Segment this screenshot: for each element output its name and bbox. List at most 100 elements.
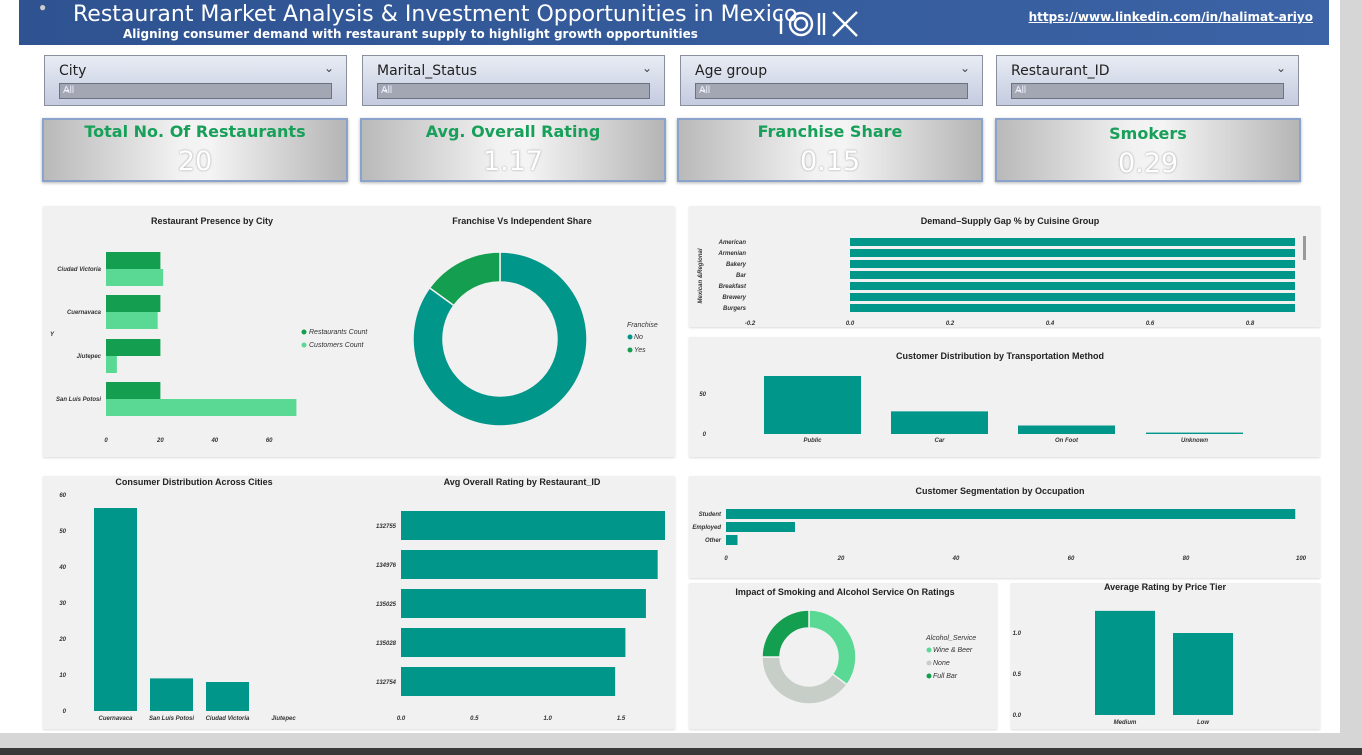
x-tick-label: 80 [1183, 556, 1190, 562]
chart-title: Customer Segmentation by Occupation [915, 486, 1085, 496]
y-tick-label: Armenian [717, 251, 746, 257]
kpi-value: 20 [177, 146, 213, 177]
y-tick-label: Employed [692, 525, 721, 531]
legend-label: Restaurants Count [309, 329, 368, 336]
slicer-value: All [1015, 85, 1027, 96]
legend-title: Franchise [627, 322, 658, 329]
x-tick-label: Jiutepec [271, 716, 296, 722]
chevron-down-icon[interactable]: ⌄ [1015, 84, 1024, 95]
occupation-bar [726, 522, 795, 532]
kpi-avg-rating: Avg. Overall Rating 1.17 [360, 118, 666, 182]
bar-restaurants [106, 339, 161, 356]
legend-marker [301, 329, 307, 335]
donut-slice [761, 609, 810, 658]
x-tick-label: 0.6 [1146, 321, 1155, 327]
chevron-down-icon[interactable]: ⌄ [63, 84, 72, 95]
x-tick-label: 0 [104, 438, 108, 444]
kpi-smokers: Smokers 0.29 [995, 118, 1301, 182]
slicer-label: Marital_Status [377, 63, 477, 79]
slicer-city[interactable]: City ⌄ All ⌄ [44, 55, 347, 106]
kpi-franchise-share: Franchise Share 0.15 [677, 118, 983, 182]
slicer-label: Restaurant_ID [1011, 63, 1110, 79]
transport-bar [1018, 425, 1115, 434]
slicer-value: All [699, 85, 711, 96]
y-tick-label: Brewery [722, 295, 746, 301]
slicer-dropdown[interactable]: All ⌄ [377, 83, 650, 99]
chevron-down-icon[interactable]: ⌄ [323, 61, 334, 75]
occupation-bar [726, 509, 1296, 519]
donut-slice [761, 656, 849, 705]
legend-label: None [933, 660, 950, 667]
y-tick-label: 50 [59, 529, 66, 535]
legend-label: Wine & Beer [933, 647, 973, 654]
bar-customers [106, 356, 117, 373]
y-tick-label: 0 [703, 432, 707, 438]
y-tick-label: 132754 [376, 680, 397, 686]
kpi-title: Franchise Share [757, 122, 903, 141]
legend-marker [301, 342, 307, 348]
bar-customers [106, 269, 164, 286]
legend-marker [627, 334, 633, 340]
y-tick-label: 135025 [376, 602, 397, 608]
slicer-value: All [381, 85, 393, 96]
chevron-down-icon[interactable]: ⌄ [641, 61, 652, 75]
y-axis-label: Mexican &Regional [698, 248, 704, 303]
y-tick-label: Jiutepec [77, 354, 102, 360]
x-tick-label: 1.5 [617, 716, 626, 722]
y-tick-label: 1.0 [1013, 631, 1022, 637]
y-tick-label: Breakfast [719, 284, 747, 290]
y-tick-label: San Luis Potosi [56, 397, 101, 403]
x-tick-label: 40 [210, 438, 218, 444]
y-tick-label: 20 [58, 637, 66, 643]
slicer-dropdown[interactable]: All ⌄ [59, 83, 332, 99]
scrollbar-thumb [1303, 236, 1306, 260]
x-tick-label: -0.2 [745, 321, 756, 327]
y-tick-label: 10 [59, 673, 66, 679]
x-tick-label: Low [1197, 720, 1209, 726]
y-tick-label: American [718, 240, 747, 246]
gap-bar [850, 282, 1295, 290]
x-tick-label: Car [934, 438, 945, 444]
slicer-dropdown[interactable]: All ⌄ [1011, 83, 1284, 99]
right-margin [1340, 0, 1362, 748]
slicer-restaurant-id[interactable]: Restaurant_ID ⌄ All ⌄ [996, 55, 1299, 106]
legend-marker [926, 647, 932, 653]
x-tick-label: 60 [1068, 556, 1075, 562]
x-tick-label: Unknown [1181, 438, 1208, 444]
legend-marker [627, 347, 633, 353]
page-subtitle: Aligning consumer demand with restaurant… [123, 27, 698, 41]
x-tick-label: 0.0 [846, 321, 855, 327]
consumer-bar [150, 678, 193, 711]
footer-bar [0, 748, 1362, 755]
y-tick-label: 134976 [376, 563, 397, 569]
legend-marker [926, 660, 932, 666]
chart-title: Impact of Smoking and Alcohol Service On… [735, 587, 955, 597]
legend-label: Customers Count [309, 342, 365, 349]
bar-customers [106, 312, 158, 329]
y-tick-label: 135028 [376, 641, 397, 647]
consumer-bar [206, 682, 249, 711]
y-tick-label: Burgers [723, 306, 747, 312]
legend-label: No [634, 334, 643, 341]
transport-bar [891, 411, 988, 434]
price-bar [1173, 633, 1233, 715]
chevron-down-icon[interactable]: ⌄ [381, 84, 390, 95]
x-tick-label: 0.4 [1046, 321, 1055, 327]
gap-bar [850, 271, 1295, 279]
slicer-marital-status[interactable]: Marital_Status ⌄ All ⌄ [362, 55, 665, 106]
bar-restaurants [106, 382, 161, 399]
x-tick-label: Public [803, 438, 822, 444]
rating-bar [401, 511, 665, 540]
slicer-label: City [59, 63, 87, 79]
corner-icon: ● [39, 0, 47, 14]
kpi-value: 0.29 [1117, 148, 1179, 179]
chevron-down-icon[interactable]: ⌄ [699, 84, 708, 95]
legend-marker [926, 673, 932, 679]
linkedin-link[interactable]: https://www.linkedin.com/in/halimat-ariy… [1028, 10, 1313, 24]
slicer-label: Age group [695, 63, 768, 79]
slicer-age-group[interactable]: Age group ⌄ All ⌄ [680, 55, 983, 106]
chevron-down-icon[interactable]: ⌄ [959, 61, 970, 75]
slicer-dropdown[interactable]: All ⌄ [695, 83, 968, 99]
chevron-down-icon[interactable]: ⌄ [1275, 61, 1286, 75]
